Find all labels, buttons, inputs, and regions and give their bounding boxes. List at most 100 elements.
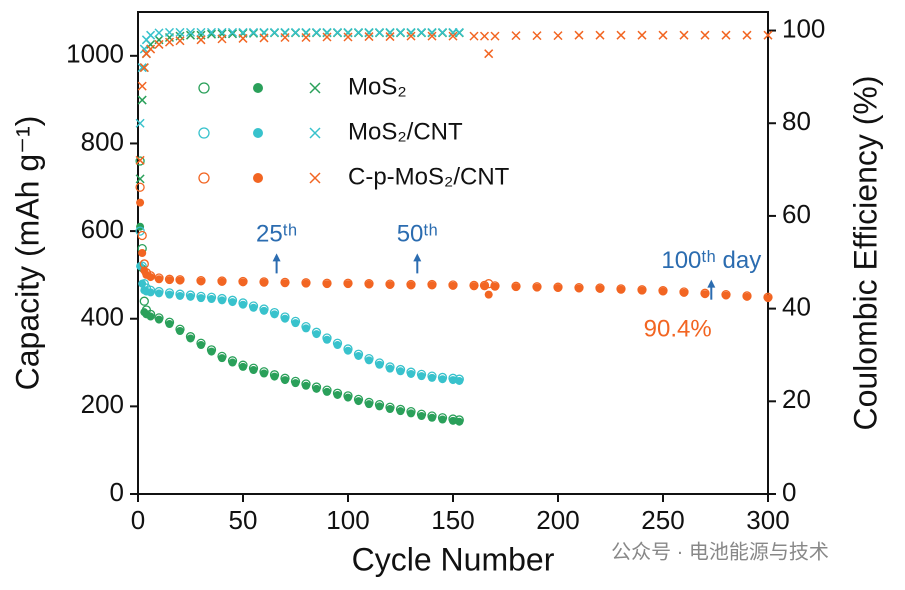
efficiency-marker	[385, 27, 395, 37]
discharge-marker	[354, 397, 363, 406]
discharge-marker	[375, 402, 384, 411]
efficiency-marker	[137, 81, 147, 91]
y-tick-label: 1000	[66, 39, 124, 69]
discharge-marker	[302, 279, 310, 288]
efficiency-marker	[311, 27, 322, 37]
discharge-marker	[764, 294, 772, 303]
discharge-marker	[218, 296, 226, 305]
discharge-marker	[155, 315, 163, 324]
efficiency-marker	[700, 30, 710, 40]
discharge-marker	[428, 413, 436, 422]
annotation-label: 100ᵗʰ day	[661, 247, 761, 274]
efficiency-marker	[332, 27, 343, 37]
discharge-marker	[146, 288, 155, 297]
discharge-marker	[449, 281, 457, 290]
y2-tick-label: 80	[782, 106, 811, 136]
discharge-marker	[312, 330, 321, 339]
efficiency-marker	[164, 37, 175, 47]
efficiency-marker	[637, 30, 647, 40]
charge-marker	[137, 230, 147, 241]
discharge-marker	[239, 278, 247, 287]
discharge-marker	[417, 372, 426, 381]
discharge-marker	[455, 376, 464, 385]
discharge-marker	[165, 290, 174, 299]
x-tick-label: 50	[229, 505, 258, 535]
efficiency-marker	[135, 174, 145, 184]
annotation-arrowhead	[413, 253, 422, 262]
efficiency-marker	[374, 27, 385, 37]
discharge-marker	[333, 390, 342, 399]
legend-efficiency-marker	[309, 172, 321, 184]
efficiency-marker	[217, 34, 227, 44]
discharge-marker	[396, 407, 405, 416]
discharge-marker	[455, 417, 464, 426]
discharge-marker	[365, 356, 373, 365]
efficiency-marker	[364, 27, 374, 37]
discharge-marker	[239, 300, 247, 309]
efficiency-marker	[511, 31, 521, 41]
legend-discharge-marker	[253, 83, 263, 93]
efficiency-marker	[616, 30, 626, 40]
efficiency-marker	[364, 32, 374, 42]
efficiency-marker	[146, 30, 156, 40]
legend-charge-marker	[198, 172, 210, 184]
efficiency-marker	[238, 33, 248, 43]
charge-marker	[135, 226, 145, 236]
y-tick-label: 600	[81, 214, 124, 244]
x-tick-label: 250	[641, 505, 684, 535]
discharge-marker	[659, 287, 667, 296]
efficiency-marker	[196, 35, 206, 45]
efficiency-marker	[763, 30, 773, 40]
discharge-marker	[312, 384, 321, 393]
efficiency-marker	[206, 27, 217, 37]
discharge-marker	[722, 291, 730, 300]
discharge-marker	[260, 278, 268, 287]
efficiency-marker	[196, 27, 206, 37]
discharge-marker	[270, 310, 279, 319]
efficiency-marker	[227, 29, 238, 39]
efficiency-marker	[301, 32, 311, 43]
discharge-marker	[291, 319, 300, 328]
discharge-marker	[228, 358, 237, 367]
efficiency-marker	[227, 27, 238, 37]
discharge-marker	[302, 324, 310, 333]
discharge-marker	[701, 290, 709, 299]
discharge-marker	[249, 365, 258, 374]
discharge-marker	[186, 292, 195, 301]
y2-tick-label: 40	[782, 291, 811, 321]
legend-discharge-marker	[253, 128, 263, 138]
discharge-marker	[428, 373, 436, 382]
discharge-marker	[302, 381, 310, 390]
discharge-marker	[428, 281, 436, 290]
discharge-marker	[281, 314, 289, 323]
discharge-marker	[260, 306, 268, 315]
efficiency-marker	[280, 32, 290, 43]
y-tick-label: 400	[81, 302, 124, 332]
discharge-marker	[165, 276, 174, 285]
discharge-marker	[165, 319, 174, 328]
discharge-marker	[207, 347, 216, 356]
discharge-marker	[323, 387, 331, 396]
discharge-marker	[291, 379, 300, 388]
discharge-marker	[438, 415, 447, 424]
efficiency-marker	[742, 30, 752, 40]
y-tick-label: 0	[110, 477, 124, 507]
discharge-marker	[491, 282, 499, 291]
y2-tick-label: 100	[782, 13, 825, 43]
efficiency-marker	[343, 32, 353, 42]
discharge-marker	[207, 295, 216, 304]
discharge-marker	[438, 375, 447, 384]
efficiency-marker	[595, 30, 605, 40]
efficiency-marker	[139, 63, 149, 73]
y2-tick-label: 0	[782, 477, 796, 507]
efficiency-marker	[479, 31, 490, 41]
annotation-label: 90.4%	[644, 315, 712, 342]
charge-marker	[135, 182, 145, 192]
efficiency-marker	[427, 31, 437, 41]
discharge-marker	[197, 341, 205, 350]
efficiency-marker	[385, 32, 395, 42]
efficiency-marker	[553, 31, 563, 41]
legend-charge-marker	[198, 127, 210, 139]
efficiency-marker	[154, 28, 164, 38]
efficiency-marker	[658, 30, 668, 40]
